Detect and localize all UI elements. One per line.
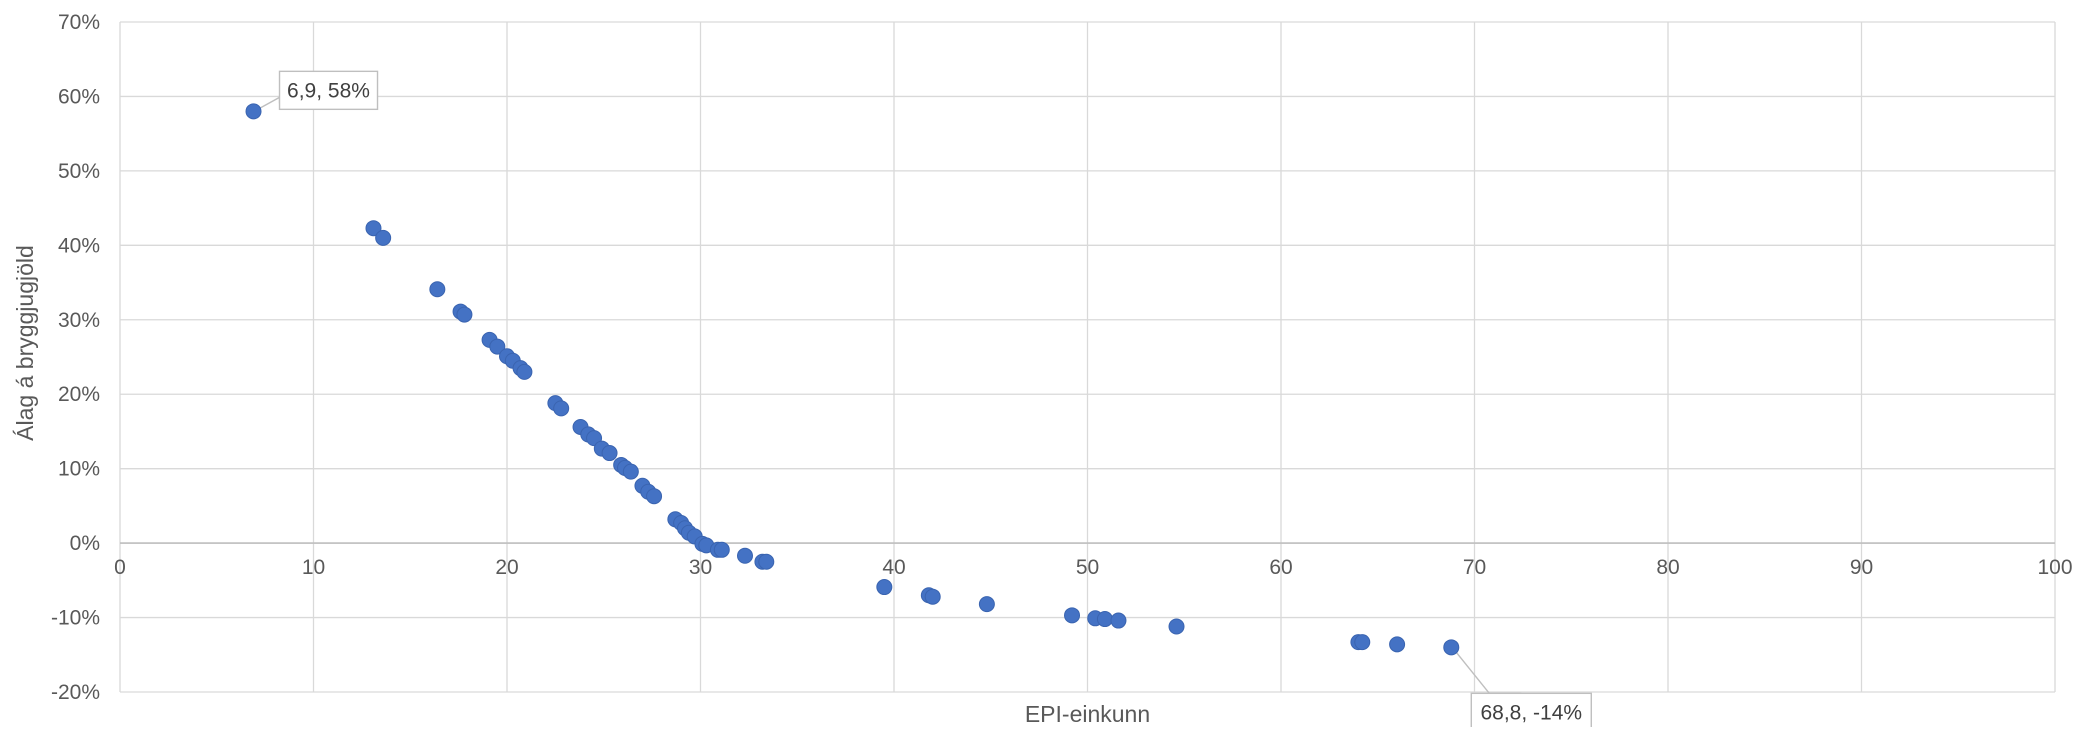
x-tick-label: 100	[2037, 556, 2072, 579]
callouts: 6,9, 58% 68,8, -14%	[278, 70, 1592, 732]
callout-box	[278, 70, 379, 111]
callout-leader	[259, 96, 281, 109]
grid-lines	[119, 21, 2056, 693]
data-point	[365, 220, 382, 237]
data-point	[924, 588, 941, 605]
data-point	[758, 553, 775, 570]
data-point	[245, 103, 262, 120]
callout-box	[1470, 692, 1592, 732]
x-tick-label: 80	[1656, 556, 1679, 579]
data-point	[516, 363, 533, 380]
data-point	[375, 229, 392, 246]
data-point	[1168, 618, 1185, 635]
data-point	[1110, 612, 1127, 629]
x-tick-label: 60	[1269, 556, 1292, 579]
callout-label: 68,8, -14%	[1480, 701, 1582, 724]
callout-leaders	[259, 96, 1522, 695]
callout-label: 6,9, 58%	[287, 79, 370, 102]
data-point	[429, 281, 446, 298]
y-tick-label: 0%	[70, 532, 100, 555]
x-axis-title: EPI-einkunn	[1025, 701, 1150, 727]
x-tick-label: 70	[1463, 556, 1486, 579]
x-tick-label: 90	[1850, 556, 1873, 579]
data-point	[601, 445, 618, 462]
data-point	[1064, 607, 1081, 624]
x-tick-label: 0	[114, 556, 126, 579]
data-point	[456, 306, 473, 323]
y-tick-label: 50%	[58, 160, 100, 183]
data-point	[1096, 611, 1113, 628]
y-tick-label: 30%	[58, 309, 100, 332]
x-tick-label: 40	[882, 556, 905, 579]
data-point	[1389, 636, 1406, 653]
tick-labels: 0 10 20 30 40 50 60 70 80 90 100 -20% -10% 0% 10% 20% 30…	[51, 11, 2073, 704]
data-point	[553, 400, 570, 417]
y-tick-label: -10%	[51, 607, 100, 630]
data-point	[978, 596, 995, 613]
y-tick-label: 60%	[58, 85, 100, 108]
data-point	[876, 579, 893, 596]
data-point	[489, 338, 506, 355]
x-tick-label: 10	[302, 556, 325, 579]
y-axis-title: Álag á bryggjugjöld	[12, 245, 38, 441]
y-tick-label: 10%	[58, 458, 100, 481]
y-tick-label: 20%	[58, 383, 100, 406]
data-point	[1354, 634, 1371, 651]
x-tick-label: 50	[1076, 556, 1099, 579]
y-tick-label: -20%	[51, 681, 100, 704]
callout-leader	[1455, 651, 1522, 695]
data-point	[1443, 639, 1460, 656]
data-point	[622, 463, 639, 480]
x-tick-label: 20	[495, 556, 518, 579]
data-point	[713, 541, 730, 558]
x-tick-label: 30	[689, 556, 712, 579]
data-point	[737, 547, 754, 564]
data-point	[646, 488, 663, 505]
y-tick-label: 40%	[58, 234, 100, 257]
data-points	[245, 103, 1460, 656]
y-tick-label: 70%	[58, 11, 100, 34]
